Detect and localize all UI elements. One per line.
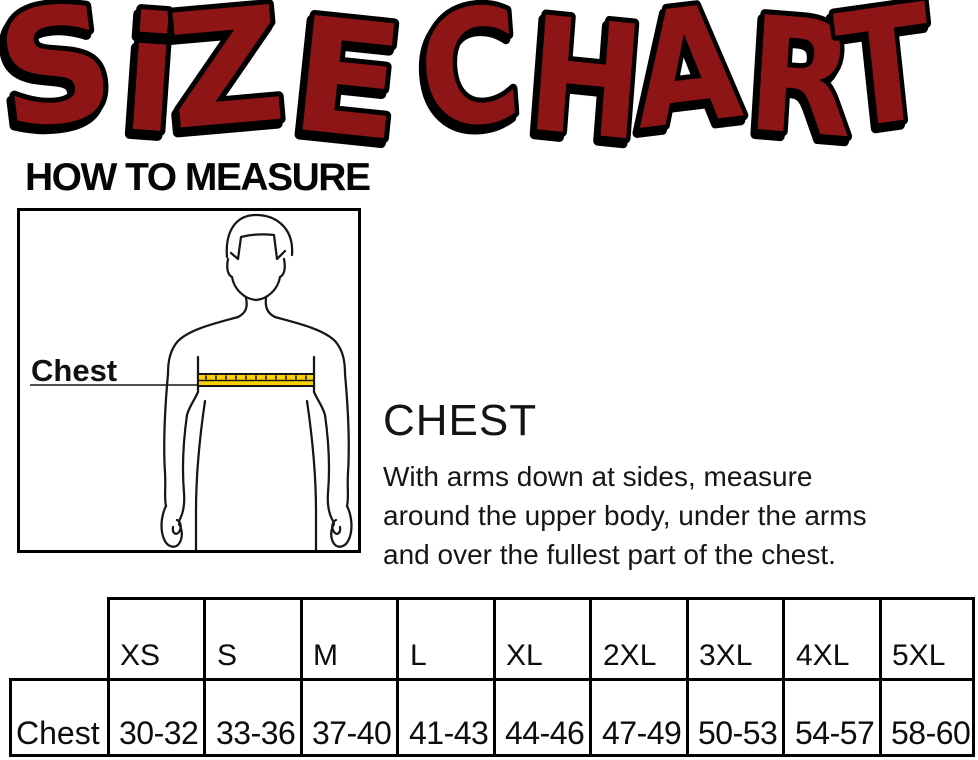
size-column-header: L	[410, 639, 427, 672]
size-column-header: 3XL	[699, 639, 753, 672]
table-grid-line	[9, 678, 12, 757]
chest-value-cell: 54-57	[795, 715, 875, 751]
chest-value-cell: 47-49	[602, 715, 682, 751]
title-banner: SiZE CHART	[0, 0, 947, 152]
chest-value-cell: 58-60	[891, 715, 971, 751]
size-column-header: 2XL	[603, 639, 657, 672]
chest-value-cell: 44-46	[505, 715, 585, 751]
diagram-chest-label: Chest	[31, 353, 117, 388]
chest-instructions: With arms down at sides, measure around …	[383, 457, 867, 574]
size-column-header: XS	[120, 639, 161, 672]
title-word-chart: CHART	[411, 0, 942, 152]
table-grid-line	[9, 754, 975, 757]
instruction-line: With arms down at sides, measure	[383, 461, 813, 492]
table-grid-line	[396, 597, 399, 757]
size-column-header: 5XL	[892, 639, 946, 672]
table-grid-line	[972, 597, 975, 757]
size-column-header: XL	[506, 639, 543, 672]
torso-outline	[160, 213, 353, 550]
table-grid-line	[9, 678, 975, 681]
how-to-measure-heading: HOW TO MEASURE	[25, 156, 371, 199]
instruction-line: around the upper body, under the arms	[383, 500, 867, 531]
table-grid-line	[686, 597, 689, 757]
instruction-line: and over the fullest part of the chest.	[383, 539, 836, 570]
table-grid-line	[107, 597, 110, 757]
tape-tick-marks	[205, 375, 307, 380]
size-column-header: S	[217, 639, 238, 672]
table-grid-line	[589, 597, 592, 757]
table-grid-line	[300, 597, 303, 757]
title-word-size: SiZE	[0, 0, 411, 152]
measuring-tape	[197, 373, 315, 387]
chest-value-cell: 33-36	[216, 715, 296, 751]
table-grid-line	[879, 597, 882, 757]
size-column-header: 4XL	[796, 639, 850, 672]
chest-section-heading: CHEST	[383, 396, 538, 445]
chest-value-cell: 50-53	[698, 715, 778, 751]
torso-measure-illustration: Chest	[30, 213, 353, 550]
table-grid-line	[493, 597, 496, 757]
chest-value-cell: 30-32	[119, 715, 199, 751]
size-column-header: M	[313, 639, 338, 672]
chest-value-cell: 41-43	[409, 715, 489, 751]
measure-diagram-box: Chest	[17, 208, 361, 553]
table-grid-line	[782, 597, 785, 757]
table-grid-line	[203, 597, 206, 757]
chest-value-cell: 37-40	[312, 715, 392, 751]
table-grid-line	[107, 597, 975, 600]
table-row-header-chest: Chest	[16, 715, 100, 751]
